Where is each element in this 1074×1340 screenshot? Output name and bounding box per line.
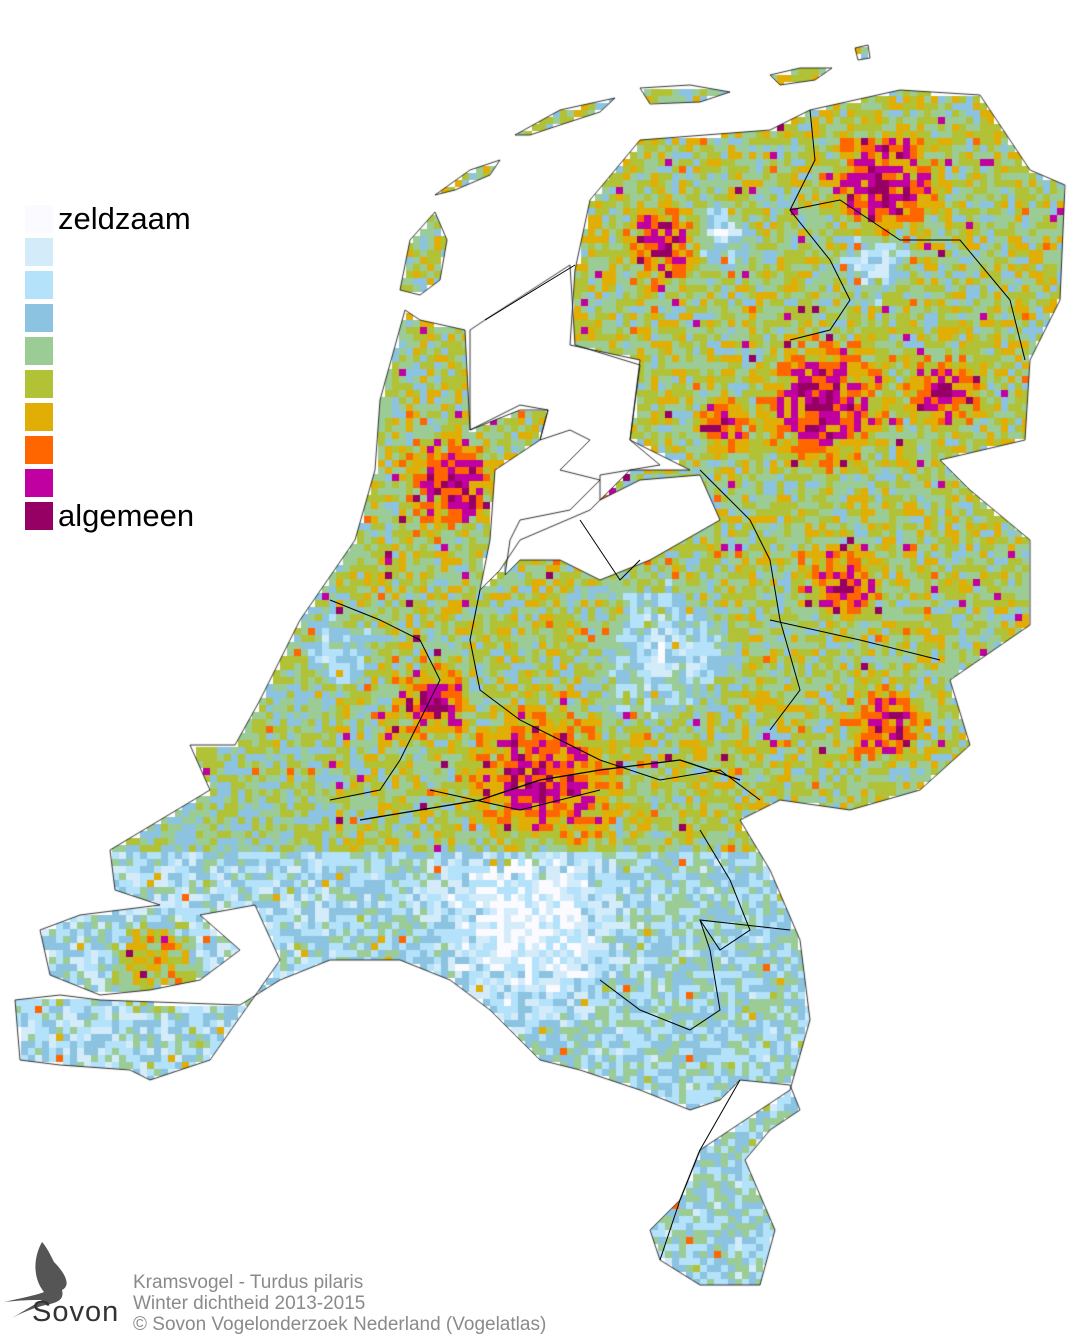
legend-swatch — [25, 436, 53, 464]
legend-swatch — [25, 238, 53, 266]
legend-swatch — [25, 502, 53, 530]
legend-swatch — [25, 271, 53, 299]
province-border — [329, 109, 1026, 1261]
legend-swatch — [25, 469, 53, 497]
river — [359, 759, 741, 821]
caption: Kramsvogel - Turdus pilaris Winter dicht… — [133, 1272, 546, 1335]
legend-swatch — [25, 337, 53, 365]
caption-subtitle: Winter dichtheid 2013-2015 — [133, 1293, 366, 1314]
legend-swatch — [25, 304, 53, 332]
legend-swatch — [25, 403, 53, 431]
logo-text: Sovon — [32, 1296, 120, 1328]
legend-label-high: algemeen — [58, 498, 195, 533]
caption-species: Kramsvogel - Turdus pilaris — [133, 1272, 364, 1293]
legend-swatch — [25, 370, 53, 398]
legend-label-low: zeldzaam — [58, 201, 191, 236]
caption-copyright: © Sovon Vogelonderzoek Nederland (Vogela… — [133, 1314, 547, 1335]
sovon-bird-logo-icon — [4, 1242, 67, 1318]
legend-swatch — [25, 205, 53, 233]
